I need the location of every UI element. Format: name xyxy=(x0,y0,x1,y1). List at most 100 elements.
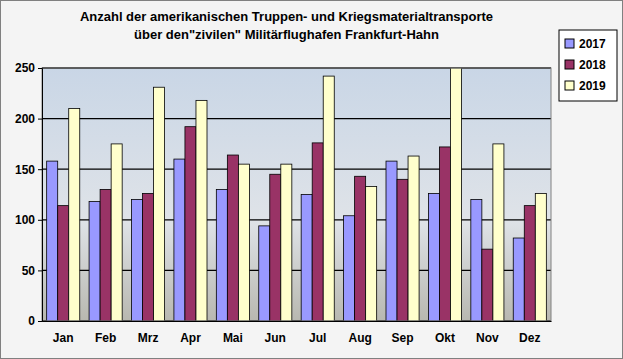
legend-swatch xyxy=(565,81,574,90)
bar xyxy=(323,76,334,321)
plot-area xyxy=(42,68,551,321)
y-tick-label: 0 xyxy=(28,314,35,328)
bar xyxy=(270,174,281,321)
y-tick: 250 xyxy=(15,61,42,75)
bar xyxy=(216,189,227,321)
x-tick: Feb xyxy=(95,321,116,345)
bar xyxy=(227,155,238,321)
grid xyxy=(42,68,551,321)
plot: 0 50 100 150 200 250 Jan Feb Mrz Apr Mai Jun Jul Aug S… xyxy=(15,61,552,344)
bar xyxy=(439,147,450,321)
bar xyxy=(154,87,165,321)
x-tick-label: Apr xyxy=(180,331,201,345)
y-tick-label: 250 xyxy=(15,61,35,75)
bar xyxy=(143,193,154,321)
bar xyxy=(535,193,546,321)
bar xyxy=(174,159,185,321)
bar xyxy=(428,193,439,321)
legend: 2017 2018 2019 xyxy=(559,30,617,101)
legend-swatch xyxy=(565,60,574,69)
series xyxy=(69,68,547,321)
y-tick-label: 50 xyxy=(22,264,36,278)
x-tick: Apr xyxy=(180,321,201,345)
x-tick: Jul xyxy=(309,321,326,345)
legend-entry: 2017 xyxy=(565,37,606,51)
x-tick-label: Sep xyxy=(392,331,414,345)
bar xyxy=(281,164,292,321)
x-tick: Dez xyxy=(519,321,540,345)
bar xyxy=(58,206,69,321)
x-axis-line xyxy=(43,321,552,322)
x-tick-label: Jan xyxy=(53,331,74,345)
legend-entry: 2019 xyxy=(565,79,606,93)
bar xyxy=(238,164,249,321)
x-axis: Jan Feb Mrz Apr Mai Jun Jul Aug Sep Okt Nov Dez xyxy=(43,321,552,345)
y-tick-mark xyxy=(38,321,42,322)
y-tick: 200 xyxy=(15,112,42,126)
y-axis-line xyxy=(38,69,43,322)
bar xyxy=(301,195,312,322)
bar xyxy=(482,249,493,321)
x-tick-label: Jul xyxy=(309,331,326,345)
legend-label: 2017 xyxy=(579,37,606,51)
x-tick: Jan xyxy=(53,321,74,345)
bar xyxy=(100,189,111,321)
bar xyxy=(47,161,58,321)
legend-entry: 2018 xyxy=(565,58,606,72)
y-tick-mark xyxy=(38,220,42,221)
y-tick-mark xyxy=(38,270,42,271)
chart: Anzahl der amerikanischen Truppen- und K… xyxy=(0,0,623,359)
y-tick: 150 xyxy=(15,163,42,177)
bar xyxy=(196,100,207,321)
bar xyxy=(355,176,366,321)
x-tick: Jun xyxy=(265,321,286,345)
bar xyxy=(131,200,142,321)
y-tick-label: 100 xyxy=(15,213,35,227)
y-tick-label: 200 xyxy=(15,112,35,126)
title: Anzahl der amerikanischen Truppen- und K… xyxy=(80,9,493,42)
x-tick-label: Mai xyxy=(223,331,243,345)
plot-frame xyxy=(42,68,551,321)
x-tick-label: Jun xyxy=(265,331,286,345)
y-tick-mark xyxy=(38,68,42,69)
y-axis: 0 50 100 150 200 250 xyxy=(15,61,43,328)
bar xyxy=(312,143,323,321)
series xyxy=(58,127,536,321)
bar xyxy=(69,108,80,321)
x-tick-label: Okt xyxy=(435,331,455,345)
x-tick-label: Dez xyxy=(519,331,540,345)
x-tick: Nov xyxy=(476,321,499,345)
y-tick-mark xyxy=(38,169,42,170)
x-tick-label: Nov xyxy=(476,331,499,345)
x-tick: Sep xyxy=(392,321,414,345)
bars xyxy=(47,68,547,321)
bar xyxy=(344,216,355,321)
bar xyxy=(397,179,408,321)
title-line: Anzahl der amerikanischen Truppen- und K… xyxy=(80,9,493,24)
bar xyxy=(89,202,100,321)
y-tick-label: 150 xyxy=(15,163,35,177)
bar xyxy=(366,186,377,321)
y-tick-mark xyxy=(38,119,42,120)
y-tick: 100 xyxy=(15,213,42,227)
x-tick-label: Feb xyxy=(95,331,116,345)
background xyxy=(1,1,623,359)
x-tick-label: Aug xyxy=(348,331,371,345)
bar xyxy=(493,144,504,321)
legend-swatch xyxy=(565,39,574,48)
bar xyxy=(408,156,419,321)
bar xyxy=(471,200,482,321)
x-tick: Mrz xyxy=(138,321,159,345)
bar xyxy=(185,127,196,321)
legend-box xyxy=(559,30,617,101)
y-tick: 0 xyxy=(28,314,42,328)
x-tick: Aug xyxy=(348,321,371,345)
x-tick: Mai xyxy=(223,321,243,345)
legend-label: 2018 xyxy=(579,58,606,72)
bar xyxy=(259,226,270,321)
title-line: über den"zivilen" Militärflughafen Frank… xyxy=(134,27,439,42)
legend-label: 2019 xyxy=(579,79,606,93)
y-tick: 50 xyxy=(22,264,42,278)
bar xyxy=(111,144,122,321)
x-tick-label: Mrz xyxy=(138,331,159,345)
